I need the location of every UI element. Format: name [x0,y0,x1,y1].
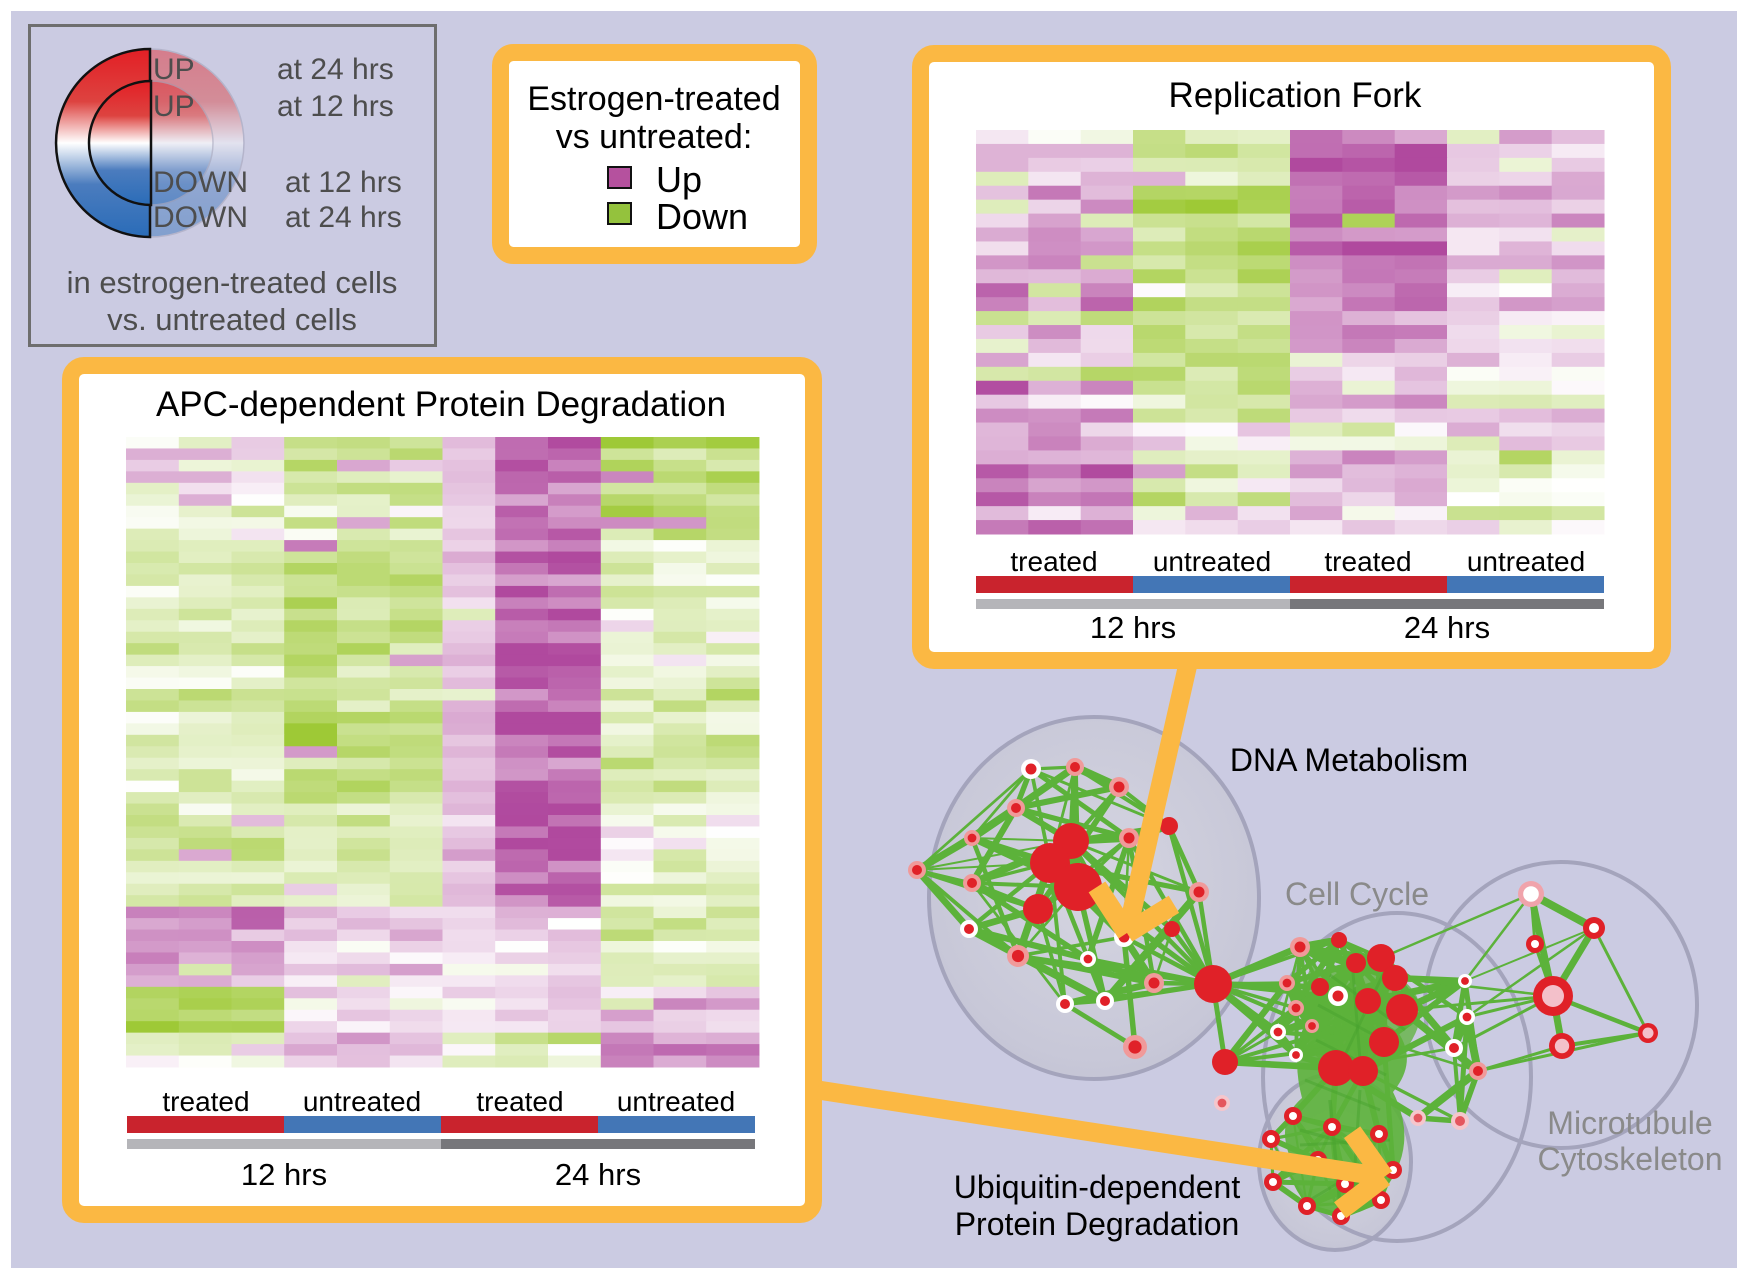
svg-text:Protein Degradation: Protein Degradation [955,1206,1240,1242]
svg-text:DOWN: DOWN [153,201,248,234]
svg-text:UP: UP [153,53,195,86]
svg-text:at 24 hrs: at 24 hrs [277,53,394,86]
svg-text:Up: Up [656,159,702,200]
svg-text:Ubiquitin-dependent: Ubiquitin-dependent [954,1169,1241,1205]
svg-text:treated: treated [1324,546,1411,577]
svg-text:untreated: untreated [1467,546,1585,577]
svg-text:untreated: untreated [303,1086,421,1117]
svg-text:UP: UP [153,90,195,123]
svg-text:in estrogen-treated cells: in estrogen-treated cells [67,265,398,300]
svg-text:DOWN: DOWN [153,166,248,199]
svg-text:Estrogen-treated: Estrogen-treated [527,80,780,118]
svg-text:vs untreated:: vs untreated: [556,118,753,156]
svg-text:12 hrs: 12 hrs [1090,610,1176,645]
svg-text:12 hrs: 12 hrs [241,1157,327,1192]
svg-text:treated: treated [162,1086,249,1117]
svg-text:24 hrs: 24 hrs [1404,610,1490,645]
svg-text:vs. untreated cells: vs. untreated cells [107,302,357,337]
svg-text:Down: Down [656,196,748,237]
svg-text:at 12 hrs: at 12 hrs [277,90,394,123]
svg-text:treated: treated [1010,546,1097,577]
svg-text:Replication Fork: Replication Fork [1169,76,1422,115]
svg-text:APC-dependent Protein Degradat: APC-dependent Protein Degradation [156,385,726,424]
svg-text:at 12 hrs: at 12 hrs [285,166,402,199]
svg-text:at 24 hrs: at 24 hrs [285,201,402,234]
svg-text:untreated: untreated [617,1086,735,1117]
svg-text:treated: treated [476,1086,563,1117]
svg-text:DNA Metabolism: DNA Metabolism [1230,742,1468,778]
svg-text:Cell Cycle: Cell Cycle [1285,876,1429,912]
svg-text:Microtubule: Microtubule [1547,1105,1712,1141]
svg-text:Cytoskeleton: Cytoskeleton [1538,1141,1723,1177]
svg-text:24 hrs: 24 hrs [555,1157,641,1192]
svg-text:untreated: untreated [1153,546,1271,577]
